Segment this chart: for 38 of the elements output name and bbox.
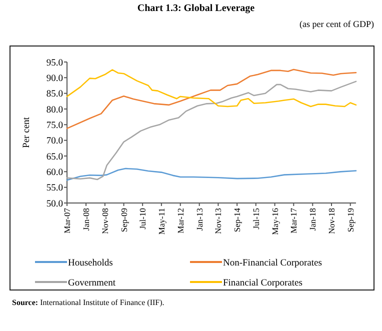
x-tick-label: May-16 — [270, 208, 280, 235]
x-tick-label: Sep-14 — [232, 207, 242, 232]
chart-title: Chart 1.3: Global Leverage — [137, 3, 256, 14]
chart-subtitle: (as per cent of GDP) — [300, 19, 374, 29]
y-tick-label: 85.0 — [46, 90, 64, 100]
x-tick-label: Sep-09 — [118, 208, 129, 232]
source-note: Source: International Institute of Finance (IIF). — [12, 298, 164, 307]
line-series — [66, 80, 357, 180]
y-tick-label: 90.0 — [46, 74, 64, 84]
x-tick-label: Jul-10 — [138, 208, 148, 230]
x-tick-label: Jan-13 — [194, 208, 204, 231]
x-tick-label: Mar-17 — [288, 208, 299, 234]
x-tick-label: Nov-13 — [213, 208, 224, 234]
x-tick-label: Nov-08 — [100, 208, 110, 234]
legend-label: Non-Financial Corporates — [223, 258, 322, 268]
y-tick-label: 75.0 — [46, 120, 64, 131]
line-series — [66, 168, 357, 181]
y-tick-label: 95.0 — [46, 58, 64, 68]
legend-label: Financial Corporates — [223, 278, 303, 288]
x-tick-label: May-11 — [156, 208, 166, 235]
x-tick-label: Jan-18 — [308, 208, 318, 231]
y-tick-label: 55.0 — [46, 184, 64, 194]
y-tick-label: 60.0 — [46, 168, 64, 178]
y-tick-label: 80.0 — [46, 105, 64, 116]
y-tick-label: 70.0 — [46, 136, 64, 147]
x-tick-label: Mar-07 — [62, 208, 72, 234]
legend-label: Households — [68, 258, 114, 268]
line-series — [66, 69, 357, 108]
y-tick-label: 50.0 — [46, 199, 64, 210]
line-series — [66, 68, 357, 130]
y-tick-label: 65.0 — [46, 152, 64, 162]
x-tick-label: Jul-15 — [250, 208, 261, 230]
y-axis-title: Per cent — [22, 116, 32, 148]
x-tick-label: Sep-19 — [345, 208, 356, 232]
x-tick-label: Jan-08 — [80, 208, 91, 231]
x-tick-label: Nov-18 — [326, 208, 336, 234]
legend-label: Government — [68, 278, 116, 288]
x-tick-label: Mar-12 — [175, 208, 186, 234]
